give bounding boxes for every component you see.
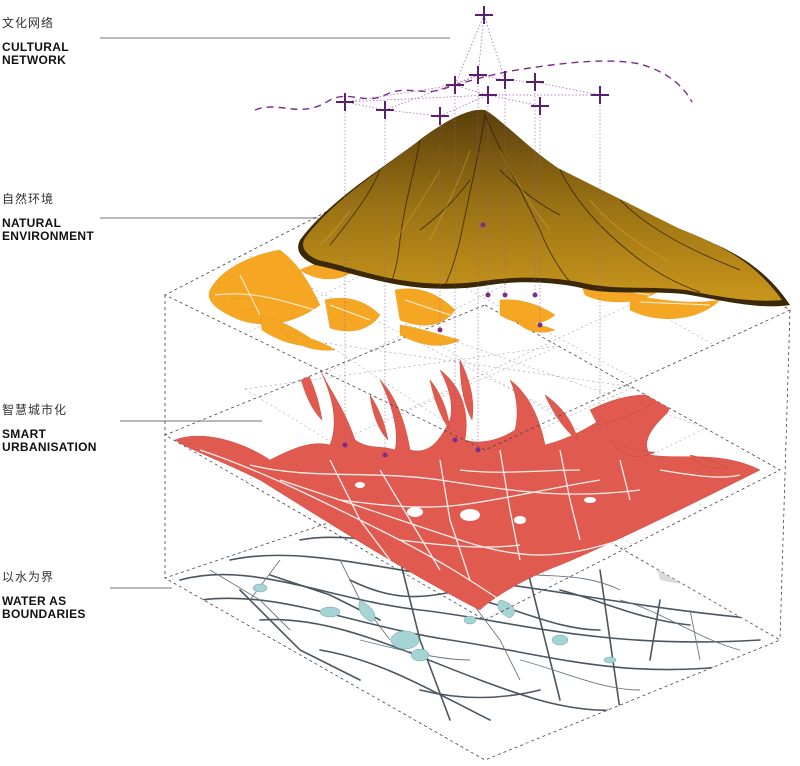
leader-lines [100,37,450,589]
mountain-ridges [329,114,741,293]
cultural-cross-icon [376,101,394,119]
urban-area [174,359,761,611]
urban-streets [199,449,741,601]
cultural-cross-icon [446,76,464,94]
water-hills [650,526,770,588]
urban-layer-base [164,304,781,621]
label-smart-zh: 智慧城市化 [2,403,68,417]
cultural-dots [342,222,543,458]
cultural-cross-icon [469,66,487,84]
cultural-network [254,6,693,458]
label-natural-environment: 自然环境 NATURAL ENVIRONMENT [2,190,162,243]
label-cultural-en-line2: NETWORK [2,53,67,67]
label-water-zh: 以水为界 [2,570,55,584]
label-water-en: WATER AS BOUNDARIES [2,595,162,621]
cultural-cross-icon [475,6,493,24]
cultural-cross-icon [496,71,514,89]
cultural-cross-icon [431,107,449,125]
cultural-cross-icon [336,93,354,111]
label-natural-zh: 自然环境 [2,192,55,206]
label-smart-en-line2: URBANISATION [2,440,97,454]
label-cultural-zh: 文化网络 [2,16,55,30]
mountain-highlights [319,149,671,263]
cultural-cross-icon [591,86,609,104]
label-water-boundaries: 以水为界 WATER AS BOUNDARIES [2,568,162,621]
natural-layer [164,109,791,451]
label-smart-en-line1: SMART [2,427,47,441]
water-bodies [252,583,617,664]
mountain-terrain [298,109,790,307]
cultural-cross-icon [531,97,549,115]
label-cultural-en-line1: CULTURAL [2,40,69,54]
label-smart-en: SMART URBANISATION [2,428,162,454]
label-cultural-en: CULTURAL NETWORK [2,41,162,67]
label-natural-en-line2: ENVIRONMENT [2,229,94,243]
label-water-en-line2: BOUNDARIES [2,607,86,621]
cultural-cross-icon [479,86,497,104]
cultural-cross-icon [526,73,544,91]
cultural-nodes [336,6,609,125]
cultural-route-dashed [254,60,693,111]
label-natural-en-line1: NATURAL [2,216,62,230]
cultural-links [344,14,601,117]
label-natural-en: NATURAL ENVIRONMENT [2,217,162,243]
urban-layer [164,304,781,621]
cultural-dropdown-lines [344,75,601,455]
label-water-en-line1: WATER AS [2,594,67,608]
label-cultural-network: 文化网络 CULTURAL NETWORK [2,14,162,67]
urban-holes [355,482,596,524]
label-smart-urbanisation: 智慧城市化 SMART URBANISATION [2,401,162,454]
water-layer-base [164,469,781,761]
